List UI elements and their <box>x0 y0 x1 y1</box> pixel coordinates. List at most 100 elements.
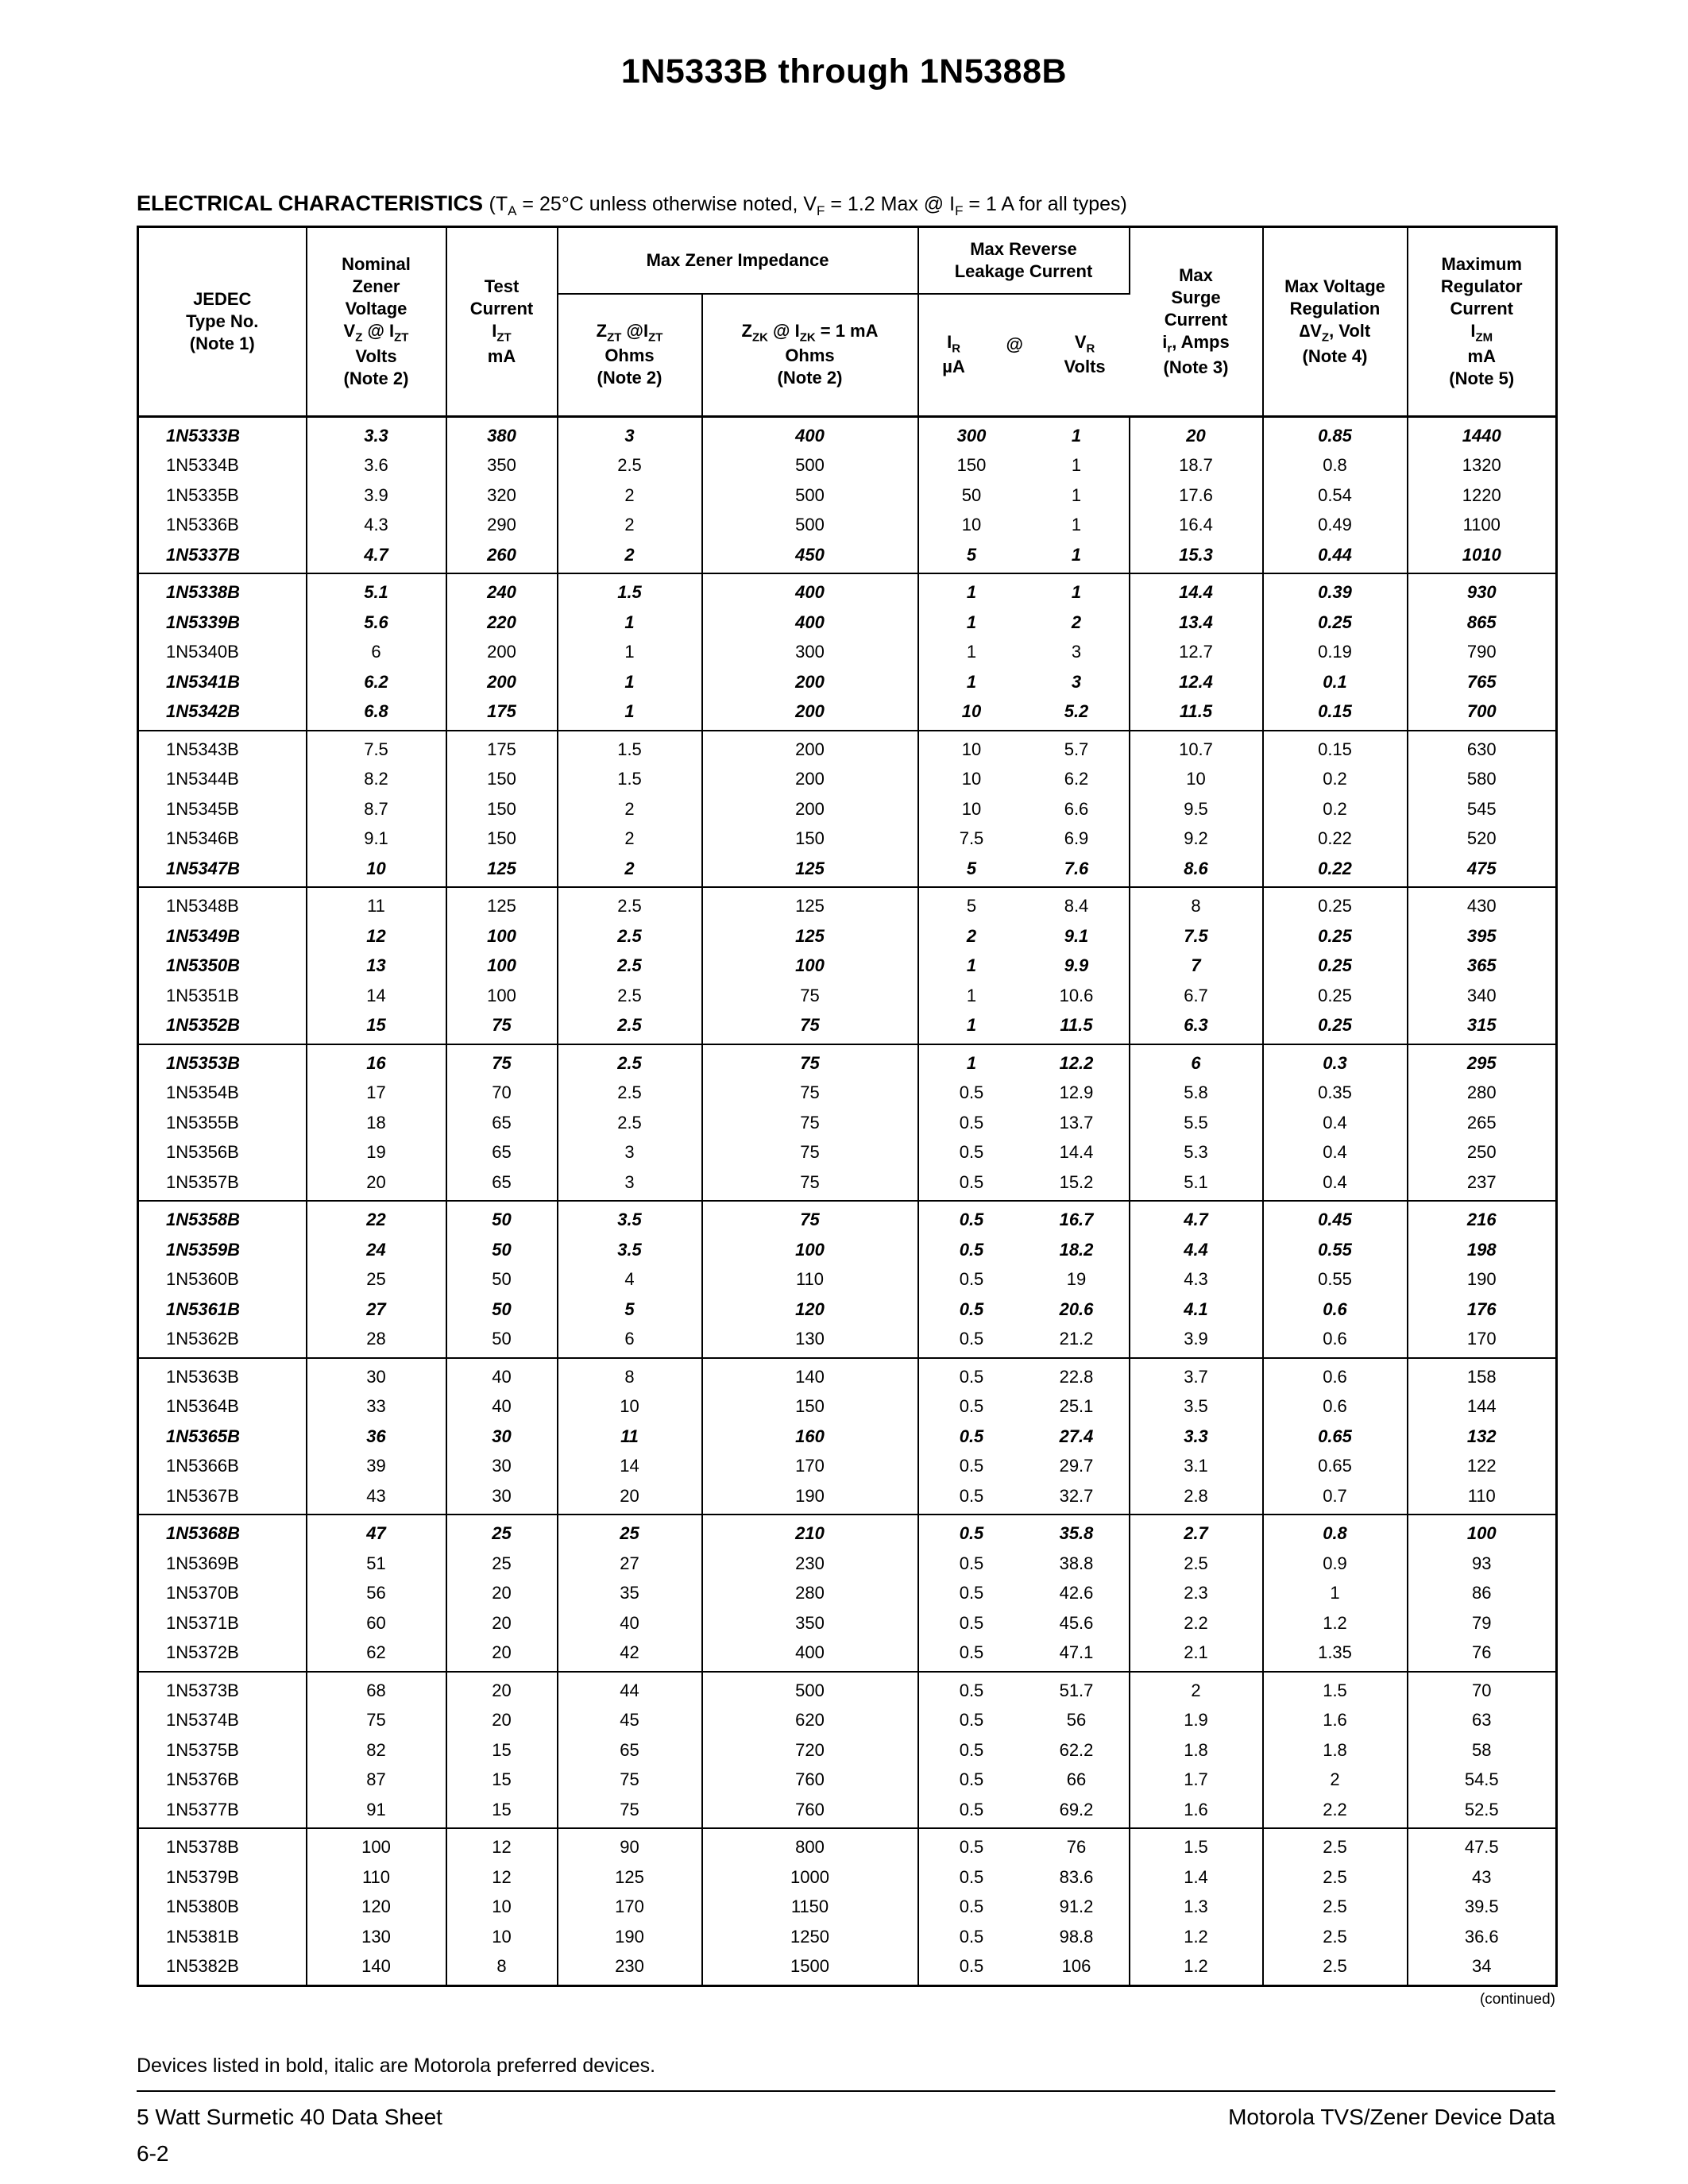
cell-value: 0.22 <box>1262 824 1408 854</box>
cell-value: 62.2 <box>1024 1734 1130 1765</box>
cell-value: 12.7 <box>1129 637 1264 667</box>
cell-value: 125 <box>701 920 919 951</box>
cell-value: 25 <box>446 1514 558 1549</box>
cell-value: 50 <box>446 1200 558 1235</box>
cell-value: 200 <box>701 729 919 764</box>
table-row: 1N5375B 82 15 65 720 0.5 62.2 1.8 1.8 58 <box>137 1734 1557 1765</box>
cell-value: 3.5 <box>1129 1391 1264 1422</box>
cell-value: 70 <box>1407 1670 1557 1705</box>
cell-value: 6.6 <box>1024 793 1130 824</box>
cell-value: 1 <box>557 607 703 637</box>
cell-value: 3 <box>1024 637 1130 667</box>
header-max-regulator-current: Maximum Regulator Current IZM mA (Note 5) <box>1440 253 1523 388</box>
table-row: 1N5336B 4.3 290 2 500 10 1 16.4 0.49 1100 <box>137 510 1557 540</box>
cell-value: 630 <box>1407 729 1557 764</box>
cell-value: 75 <box>701 1010 919 1044</box>
cell-value: 100 <box>701 1234 919 1264</box>
cell-value: 0.3 <box>1262 1043 1408 1078</box>
table-row: 1N5351B 14 100 2.5 75 1 10.6 6.7 0.25 340 <box>137 980 1557 1010</box>
cell-type-number: 1N5353B <box>137 1043 307 1078</box>
cell-value: 8 <box>446 1951 558 1985</box>
cell-value: 91.2 <box>1024 1892 1130 1922</box>
cell-value: 15.3 <box>1129 539 1264 573</box>
cell-value: 1 <box>1024 480 1130 510</box>
cell-value: 0.85 <box>1262 415 1408 450</box>
cell-value: 39 <box>306 1451 447 1481</box>
table-row: 1N5344B 8.2 150 1.5 200 10 6.2 10 0.2 580 <box>137 764 1557 794</box>
cell-value: 300 <box>917 415 1025 450</box>
cell-value: 8.2 <box>306 764 447 794</box>
cell-value: 42 <box>557 1638 703 1672</box>
cell-type-number: 1N5359B <box>137 1234 307 1264</box>
cell-value: 65 <box>446 1107 558 1137</box>
cell-value: 43 <box>1472 1866 1492 1887</box>
cell-value: 13 <box>306 951 447 981</box>
cell-value: 7.5 <box>306 729 447 764</box>
cell-value: 122 <box>1466 1456 1497 1476</box>
cell-value: 1.9 <box>1129 1705 1264 1735</box>
cell-value: 87 <box>306 1765 447 1795</box>
cell-value: 0.35 <box>1262 1078 1408 1108</box>
cell-type-number: 1N5343B <box>137 729 307 764</box>
cell-value: 175 <box>446 696 558 731</box>
cell-value: 36.6 <box>1464 1926 1499 1947</box>
cell-value: 27 <box>306 1294 447 1324</box>
cell-type-number: 1N5347B <box>137 853 307 887</box>
cell-value: 2.5 <box>1262 1862 1408 1892</box>
cell-value: 9.9 <box>1024 951 1130 981</box>
cell-value: 110 <box>1467 1485 1496 1506</box>
cell-value: 350 <box>701 1607 919 1638</box>
cell-type-number: 1N5382B <box>137 1951 307 1985</box>
cell-value: 76 <box>1472 1642 1492 1662</box>
cell-type-number: 1N5348B <box>137 886 307 921</box>
cell-value: 0.5 <box>959 1142 984 1162</box>
cell-value: 3.3 <box>1129 1421 1264 1451</box>
cell-value: 175 <box>446 729 558 764</box>
header-at-symbol: @ <box>1006 334 1023 355</box>
continued-note: (continued) <box>1479 1990 1555 2008</box>
cell-value: 2 <box>1024 607 1130 637</box>
cell-value: 0.8 <box>1262 1514 1408 1549</box>
table-row: 1N5341B 6.2 200 1 200 1 3 12.4 0.1 765 <box>137 666 1557 696</box>
cell-value: 1 <box>1262 1578 1408 1608</box>
table-row: 1N5364B 33 40 10 150 0.5 25.1 3.5 0.6 144 <box>137 1391 1557 1422</box>
cell-value: 2 <box>966 925 977 946</box>
cell-type-number: 1N5381B <box>137 1921 307 1951</box>
table-row: 1N5348B 11 125 2.5 125 5 8.4 8 0.25 430 <box>137 886 1557 921</box>
cell-value: 75 <box>701 1107 919 1137</box>
cell-value: 500 <box>701 510 919 540</box>
table-row: 1N5352B 15 75 2.5 75 1 11.5 6.3 0.25 315 <box>137 1010 1557 1044</box>
cell-value: 0.19 <box>1262 637 1408 667</box>
cell-value: 140 <box>701 1356 919 1391</box>
cell-value: 1 <box>1024 539 1130 573</box>
header-zzt: ZZT @IZT Ohms (Note 2) <box>557 293 703 416</box>
cell-value: 0.55 <box>1262 1234 1408 1264</box>
cell-value: 75 <box>701 1043 919 1078</box>
cell-value: 20 <box>1129 415 1264 450</box>
cell-value: 9.2 <box>1129 824 1264 854</box>
cell-value: 400 <box>701 607 919 637</box>
cell-value: 3.1 <box>1129 1451 1264 1481</box>
cell-value: 0.5 <box>959 1082 984 1102</box>
cell-value: 14.4 <box>1129 573 1264 608</box>
cell-value: 17 <box>306 1078 447 1108</box>
cell-value: 50 <box>446 1294 558 1324</box>
cell-value: 0.7 <box>1262 1480 1408 1515</box>
cell-type-number: 1N5342B <box>137 696 307 731</box>
cell-value: 75 <box>557 1765 703 1795</box>
cell-value: 3.5 <box>557 1200 703 1235</box>
cell-value: 1 <box>966 612 977 632</box>
cell-value: 1 <box>966 1015 977 1035</box>
cell-value: 16.4 <box>1129 510 1264 540</box>
cell-value: 260 <box>446 539 558 573</box>
cell-value: 18.2 <box>1024 1234 1130 1264</box>
cell-value: 2.5 <box>1262 1951 1408 1985</box>
cell-value: 1 <box>966 671 977 692</box>
cell-value: 2.3 <box>1129 1578 1264 1608</box>
cell-value: 158 <box>1407 1356 1557 1391</box>
cell-type-number: 1N5379B <box>137 1862 307 1892</box>
cell-value: 9.1 <box>306 824 447 854</box>
cell-value: 500 <box>701 480 919 510</box>
cell-value: 0.44 <box>1262 539 1408 573</box>
cell-value: 0.5 <box>959 1739 984 1760</box>
